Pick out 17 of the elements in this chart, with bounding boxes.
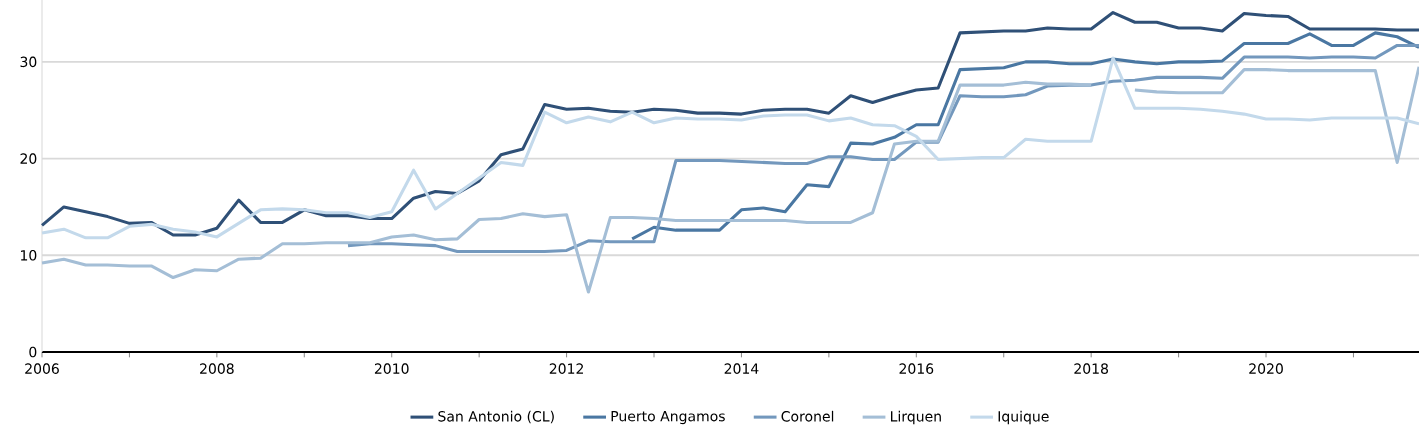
x-tick-label: 2018 (1074, 363, 1109, 374)
x-tick-label: 2016 (899, 363, 934, 374)
legend-label: San Antonio (CL) (438, 410, 554, 424)
x-tick-label: 2020 (1249, 363, 1283, 374)
y-tick-label: 0 (29, 346, 37, 358)
x-tick-label: 2014 (724, 363, 759, 374)
x-tick-label: 2012 (549, 363, 583, 374)
legend-label: Coronel (781, 410, 834, 422)
y-tick-label: 20 (20, 153, 37, 164)
legend-label: Lirquen (891, 410, 941, 425)
x-tick-label: 2006 (25, 363, 59, 374)
x-tick-label: 2008 (200, 363, 234, 374)
legend-label: Puerto Angamos (611, 411, 725, 425)
x-tick-label: 2010 (374, 363, 409, 374)
legend-label: Iquique (998, 410, 1049, 425)
y-tick-label: 10 (21, 250, 37, 261)
y-tick-label: 30 (20, 56, 37, 68)
